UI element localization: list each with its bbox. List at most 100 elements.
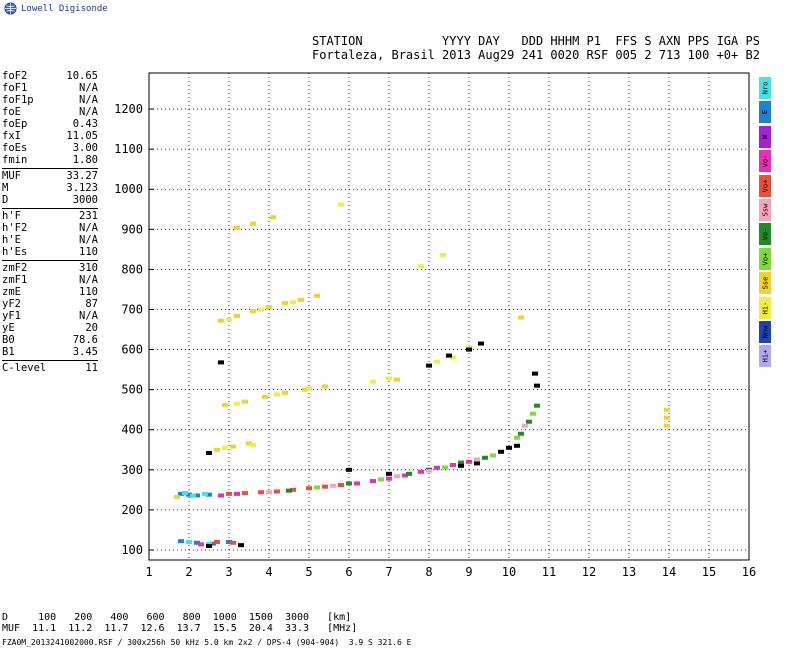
param-row: yE 20 — [2, 322, 98, 334]
echo-point — [346, 467, 352, 472]
param-row: B1 3.45 — [2, 346, 98, 358]
echo-point — [298, 297, 304, 302]
param-label: h'F2 — [2, 222, 28, 234]
param-value: N/A — [79, 82, 98, 94]
param-label: M — [2, 182, 9, 194]
param-label: h'Es — [2, 246, 28, 258]
param-row: zmE 110 — [2, 286, 98, 298]
param-value: 1.80 — [72, 154, 98, 166]
legend-swatch: Vo- — [759, 223, 771, 246]
echo-point — [386, 471, 392, 476]
param-value: 87 — [85, 298, 98, 310]
data-layer — [174, 202, 670, 548]
param-label: foEp — [2, 118, 28, 130]
y-tick-label: 300 — [121, 463, 143, 477]
echo-point — [534, 383, 540, 388]
param-value: 11.05 — [66, 130, 98, 142]
x-tick-label: 1 — [145, 565, 152, 579]
legend-label: Nnw — [761, 325, 769, 339]
echo-point — [206, 450, 212, 455]
echo-point — [442, 465, 448, 470]
echo-point — [306, 386, 312, 391]
legend-label: Ssw — [761, 203, 769, 217]
echo-point — [266, 305, 272, 310]
param-label: yF2 — [2, 298, 21, 310]
param-row: fmin 1.80 — [2, 154, 98, 166]
legend-label: W — [761, 134, 769, 139]
echo-point — [406, 471, 412, 476]
legend-swatch: Nro — [759, 77, 771, 99]
echo-point — [402, 473, 408, 478]
legend-label: Sse — [761, 276, 769, 290]
param-label: h'E — [2, 234, 21, 246]
legend-label: Vo+ — [761, 252, 769, 266]
echo-point — [338, 202, 344, 207]
param-row: M 3.123 — [2, 182, 98, 194]
echo-point — [186, 539, 192, 544]
echo-point — [426, 468, 432, 473]
y-tick-label: 400 — [121, 423, 143, 437]
echo-point — [474, 461, 480, 466]
echo-point — [234, 313, 240, 318]
echo-point — [302, 387, 308, 392]
y-tick-label: 1200 — [114, 102, 143, 116]
header-values: Fortaleza, Brasil 2013 Aug29 241 0020 RS… — [312, 48, 760, 62]
echo-point — [534, 403, 540, 408]
echo-point — [210, 541, 216, 546]
axis-layer: 1 2 3 4 5 6 7 8 9 10 11 12 13 14 15 1610020030040050060… — [114, 72, 756, 579]
echo-point — [230, 444, 236, 449]
echo-point — [522, 423, 528, 428]
echo-point — [222, 446, 228, 451]
param-value: N/A — [79, 106, 98, 118]
param-label: D — [2, 194, 9, 206]
param-row: h'F2 N/A — [2, 222, 98, 234]
echo-point — [214, 447, 220, 452]
param-value: 0.43 — [72, 118, 98, 130]
echo-point — [202, 491, 208, 496]
echo-point — [242, 491, 248, 496]
muf-distance-row: D 100 200 400 600 800 1000 1500 3000 [km… — [2, 612, 352, 623]
echo-point — [274, 392, 280, 397]
x-tick-label: 9 — [465, 565, 472, 579]
echo-point — [474, 457, 480, 462]
echo-point — [526, 419, 532, 424]
param-row: zmF1 N/A — [2, 274, 98, 286]
param-row: D 3000 — [2, 194, 98, 206]
legend-swatch: Vo+ — [759, 174, 771, 197]
y-tick-label: 100 — [121, 543, 143, 557]
logo-text: Lowell Digisonde — [21, 3, 108, 14]
echo-point — [466, 345, 472, 350]
legend-swatch: Vo- — [759, 150, 771, 173]
plot-frame — [148, 72, 750, 561]
x-tick-label: 6 — [345, 565, 352, 579]
legend-label: Vo- — [761, 228, 769, 241]
echo-point — [234, 225, 240, 230]
y-tick-label: 500 — [121, 383, 143, 397]
x-tick-label: 2 — [185, 565, 192, 579]
echo-point — [290, 487, 296, 492]
x-tick-label: 12 — [582, 565, 596, 579]
echo-point — [418, 469, 424, 474]
echo-point — [338, 483, 344, 488]
param-separator — [2, 360, 98, 361]
echo-point — [258, 490, 264, 495]
x-tick-label: 14 — [662, 565, 676, 579]
echo-point — [198, 542, 204, 547]
scaled-parameters-panel: foF2 10.65 foF1 N/A foF1p N/A foE N/A foEp 0.43 fx… — [2, 70, 98, 374]
echo-point — [434, 465, 440, 470]
param-row: h'Es 110 — [2, 246, 98, 258]
param-label: foE — [2, 106, 21, 118]
echo-point — [482, 455, 488, 460]
legend-label: Vo- — [761, 154, 769, 168]
param-value: 231 — [79, 210, 98, 222]
param-label: foEs — [2, 142, 28, 154]
echo-point — [226, 491, 232, 496]
param-row: fxI 11.05 — [2, 130, 98, 142]
echo-point — [664, 423, 670, 428]
param-value: N/A — [79, 94, 98, 106]
x-tick-label: 16 — [742, 565, 756, 579]
echo-point — [466, 347, 472, 352]
legend-label: Hi+ — [761, 349, 769, 363]
param-row: yF1 N/A — [2, 310, 98, 322]
y-tick-label: 600 — [121, 343, 143, 357]
